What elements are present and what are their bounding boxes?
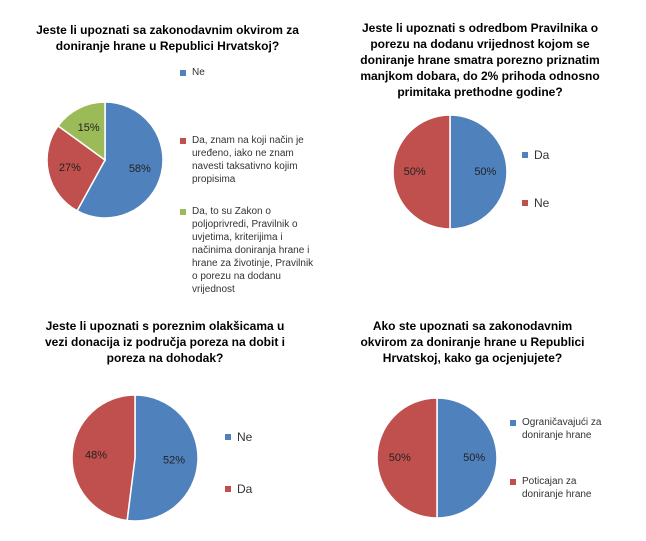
legend-label: Ograničavajući za doniranje hrane — [522, 417, 602, 441]
legend-swatch — [510, 478, 516, 485]
legend-swatch — [180, 137, 186, 144]
legend-label: Poticajan za doniranje hrane — [522, 476, 592, 500]
legend-label: Da — [237, 482, 253, 496]
data-label: 15% — [78, 122, 100, 134]
pie-slice — [126, 394, 199, 522]
data-label: 48% — [85, 449, 107, 461]
legend-item: Ograničavajući za doniranje hrane — [510, 416, 610, 442]
legend-item: Da, znam na koji način je uređeno, iako … — [180, 134, 320, 186]
legend-label: Da, to su Zakon o poljoprivredi, Praviln… — [192, 206, 314, 295]
legend-item: Ne — [225, 430, 325, 444]
pie-slice — [392, 114, 451, 230]
legend-swatch — [522, 152, 528, 158]
data-label: 50% — [463, 452, 485, 464]
pie-slice — [46, 124, 106, 212]
data-label: 50% — [389, 452, 411, 464]
legend-swatch — [225, 486, 231, 492]
pie-slice — [57, 101, 106, 162]
chart-title: Jeste li upoznati s poreznim olakšicama … — [44, 319, 286, 365]
legend-item: Poticajan za doniranje hrane — [510, 475, 610, 501]
legend-label: Da — [534, 148, 550, 162]
data-label: 27% — [59, 162, 81, 174]
chart-title: Ako ste upoznati sa zakonodavnim okvirom… — [360, 319, 585, 365]
legend-swatch — [522, 200, 528, 206]
legend-swatch — [510, 419, 516, 426]
data-label: 50% — [404, 166, 426, 178]
pie-slice — [376, 397, 438, 519]
pie-slice — [449, 114, 508, 230]
legend-item: Ne — [522, 196, 622, 210]
legend-item: Da — [225, 482, 325, 496]
legend-swatch — [180, 208, 186, 215]
legend-label: Ne — [237, 430, 253, 444]
legend-swatch — [225, 434, 231, 440]
legend-swatch — [180, 69, 186, 76]
legend-item: Da, to su Zakon o poljoprivredi, Praviln… — [180, 205, 320, 296]
legend-label: Da, znam na koji način je uređeno, iako … — [192, 135, 304, 185]
chart-title: Jeste li upoznati s odredbom Pravilnika … — [360, 21, 600, 99]
pie-slice — [76, 101, 164, 219]
legend-item: Da — [522, 148, 622, 162]
pie-slice — [436, 397, 498, 519]
legend-label: Ne — [192, 67, 205, 78]
data-label: 50% — [474, 166, 496, 178]
data-label: 58% — [129, 163, 151, 175]
legend-item: Ne — [180, 66, 320, 79]
chart-title: Jeste li upoznati sa zakonodavnim okviro… — [36, 23, 299, 53]
data-label: 52% — [163, 454, 185, 466]
legend-label: Ne — [534, 196, 550, 210]
pie-slice — [71, 394, 136, 522]
